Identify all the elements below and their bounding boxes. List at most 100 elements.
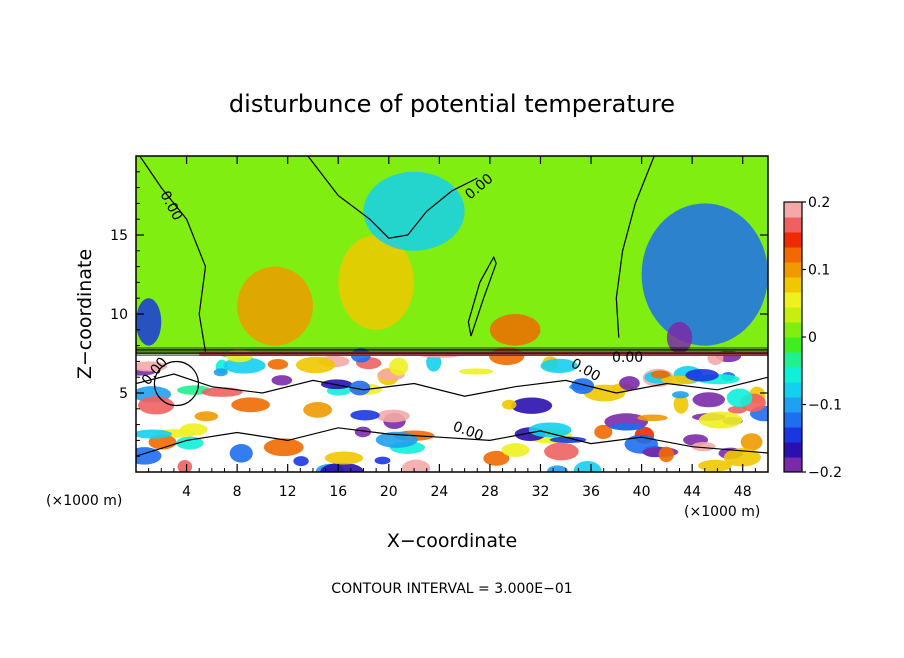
colorbar-swatch [784, 352, 802, 368]
field-eddy [583, 384, 626, 402]
field-eddy [376, 409, 410, 423]
colorbar-swatch [784, 397, 802, 413]
field-eddy [293, 456, 309, 467]
colorbar-swatch [784, 247, 802, 263]
field-eddy [723, 448, 761, 467]
field-eddy [544, 442, 579, 461]
z-axis-ticks: 5 10 15 [110, 171, 768, 457]
field-eddy [231, 397, 270, 413]
field-eddy [176, 436, 204, 450]
colorbar-swatch [784, 217, 802, 233]
colorbar-swatch [784, 202, 802, 218]
field-eddy [671, 391, 689, 399]
x-unit-left: (×1000 m) [46, 493, 122, 509]
colorbar-tick-label: −0.2 [808, 465, 842, 481]
contour-line [136, 427, 768, 457]
x-tick-label: 44 [683, 484, 701, 500]
colorbar [783, 201, 803, 473]
x-tick-label: 40 [633, 484, 651, 500]
field-eddy [609, 423, 645, 431]
field-eddy [692, 392, 725, 408]
contour-line [467, 255, 497, 337]
field-region [363, 171, 465, 251]
field-eddy [271, 375, 293, 386]
colorbar-swatch [784, 292, 802, 308]
colorbar-swatch [784, 367, 802, 383]
field-region [641, 203, 768, 346]
field-eddy [501, 443, 530, 457]
field-region [136, 298, 162, 346]
field-eddy [350, 410, 380, 421]
field-eddy [546, 465, 568, 472]
x-tick-label: 12 [279, 484, 297, 500]
x-tick-label: 16 [329, 484, 347, 500]
field-eddy [136, 447, 162, 465]
field-eddy [389, 357, 409, 376]
field-eddy [201, 387, 243, 397]
field-eddy [528, 422, 572, 438]
field-eddy [179, 423, 208, 436]
x-tick-label: 4 [182, 484, 191, 500]
field-eddy [320, 462, 364, 472]
x-unit-right: (×1000 m) [684, 504, 760, 520]
field-eddy [401, 459, 431, 472]
field-eddy [650, 370, 671, 379]
field-eddy [177, 460, 193, 472]
field-eddy [540, 358, 578, 374]
contour-line [615, 156, 655, 338]
contour-line [136, 373, 768, 397]
contour-label: 0.00 [612, 350, 643, 366]
colorbar-swatch [784, 232, 802, 248]
field-eddy [489, 347, 525, 366]
field-eddy [511, 397, 553, 414]
field-eddy [501, 399, 517, 410]
colorbar-swatch [784, 457, 802, 473]
field-eddy [136, 429, 172, 439]
field-eddy [267, 359, 289, 370]
contour-line [307, 156, 478, 239]
colorbar-swatch [784, 442, 802, 458]
field-eddy [619, 376, 640, 391]
x-axis-ticks: 4 8 12 16 20 24 28 32 36 40 44 48 [148, 156, 756, 500]
field-region [338, 235, 415, 330]
field-eddy [303, 401, 333, 418]
field-eddy [137, 396, 175, 415]
x-tick-label: 36 [582, 484, 600, 500]
colorbar-swatch [784, 307, 802, 323]
field-eddy [349, 380, 371, 396]
colorbar-swatch [784, 337, 802, 353]
colorbar-tick-label: 0.2 [808, 195, 830, 211]
x-tick-label: 20 [380, 484, 398, 500]
field-region [489, 314, 541, 346]
field-eddy [673, 394, 689, 414]
x-tick-label: 24 [430, 484, 448, 500]
colorbar-tick-label: −0.1 [808, 398, 842, 414]
colorbar-swatch [784, 412, 802, 428]
field-eddy [727, 405, 747, 414]
colorbar-swatch [784, 262, 802, 278]
contour-line [139, 156, 207, 352]
field-eddy [229, 444, 253, 463]
field-eddy [573, 460, 602, 472]
z-tick-label: 10 [110, 307, 128, 323]
field-eddy [571, 378, 595, 395]
field-eddy [458, 368, 494, 375]
field-eddy [483, 450, 510, 466]
field-region [666, 321, 693, 354]
field-eddy [740, 433, 763, 451]
field-eddy [726, 388, 753, 408]
z-tick-label: 15 [110, 228, 128, 244]
field-eddy [295, 356, 336, 374]
field-eddy [698, 459, 732, 472]
colorbar-tick-label: 0 [808, 330, 817, 346]
field-eddy [691, 442, 716, 452]
field-eddy [637, 414, 668, 422]
chart-title: disturbunce of potential temperature [229, 90, 675, 118]
colorbar-ticks: −0.2 −0.1 0 0.1 0.2 [802, 195, 842, 481]
field-eddy [213, 368, 228, 377]
heatmap-field [136, 156, 768, 472]
colorbar-swatch [784, 382, 802, 398]
y-axis-label: Z−coordinate [74, 249, 96, 379]
